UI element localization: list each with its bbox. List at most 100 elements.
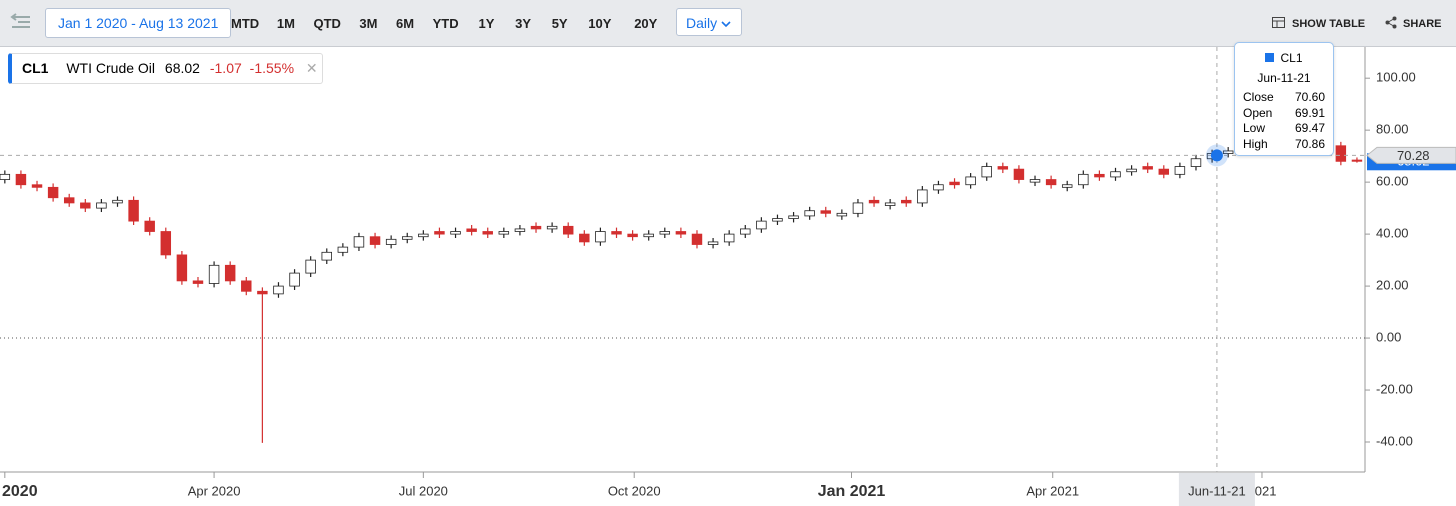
candle-body — [450, 231, 461, 235]
candle-body — [804, 210, 815, 217]
candle-body — [997, 166, 1009, 170]
legend-change-pct: -1.55% — [249, 60, 295, 76]
y-tick-label: -40.00 — [1376, 433, 1413, 448]
candle-body — [466, 228, 477, 232]
candle-body — [1142, 166, 1153, 170]
candle-body — [273, 285, 284, 295]
candle-body — [691, 233, 703, 245]
interval-dropdown[interactable]: Daily — [676, 8, 742, 36]
x-tick-label: Jul 2020 — [399, 483, 448, 498]
tooltip-row-value: 70.60 — [1294, 90, 1325, 104]
x-tick-label: 2020 — [2, 483, 38, 500]
crosshair-date-label: Jun-11-21 — [1188, 483, 1246, 498]
tooltip-row-label: Open — [1243, 105, 1273, 120]
tooltip-row: High 70.86 — [1235, 137, 1333, 153]
range-button[interactable]: 1Y — [478, 16, 495, 31]
range-button[interactable]: QTD — [313, 16, 341, 31]
candle-body — [1222, 150, 1234, 154]
range-button[interactable]: YTD — [432, 16, 459, 31]
candle-body — [369, 236, 381, 245]
candle-body — [884, 202, 896, 206]
candle-body — [514, 228, 526, 232]
tooltip: CL1 Jun-11-21 Close 70.60 Open 69.91 Low 69.4… — [1234, 42, 1334, 156]
candle-body — [176, 254, 188, 282]
range-button[interactable]: 6M — [396, 16, 415, 31]
candle-body — [1335, 145, 1347, 162]
candle-body — [128, 199, 139, 222]
candle-body — [31, 184, 43, 188]
tooltip-swatch — [1265, 53, 1275, 62]
legend-change: -1.07 — [209, 60, 242, 76]
candle-body — [160, 231, 172, 256]
crosshair-price-tag — [1366, 146, 1456, 164]
candle-body — [836, 212, 848, 217]
range-button[interactable]: 1M — [276, 16, 295, 31]
crosshair-price-label: 70.28 — [1397, 148, 1430, 163]
candle-body — [579, 233, 590, 243]
range-button[interactable]: MTD — [231, 16, 260, 31]
date-range-button[interactable]: Jan 1 2020 - Aug 13 2021 — [45, 8, 232, 38]
candle-body — [627, 233, 638, 238]
candle-body — [1126, 168, 1137, 173]
candle-body — [949, 181, 960, 186]
candle-body — [611, 231, 622, 235]
tooltip-row-label: Close — [1243, 90, 1274, 104]
candle-body — [192, 280, 204, 284]
candle-body — [546, 225, 558, 230]
table-icon — [1272, 17, 1285, 28]
candle-body — [1013, 168, 1025, 180]
candle-body — [482, 231, 493, 235]
candle-body — [675, 231, 687, 235]
y-tick-label: 100.00 — [1376, 70, 1416, 85]
candle-body — [208, 264, 220, 284]
range-button[interactable]: 20Y — [634, 16, 658, 31]
candle-body — [643, 233, 654, 238]
tooltip-row-label: Low — [1243, 121, 1266, 135]
back-icon[interactable] — [10, 12, 32, 32]
candle-body — [434, 231, 445, 235]
candle-body — [595, 231, 606, 243]
candle-body — [224, 264, 236, 282]
legend-close[interactable]: ✕ — [305, 60, 318, 76]
candle-body — [418, 233, 429, 238]
legend-price: 68.02 — [164, 60, 200, 76]
x-tick-label: Oct 2020 — [608, 483, 661, 498]
tooltip-row: Close 70.60 — [1235, 90, 1333, 106]
candle-body — [788, 215, 799, 219]
show-table-button[interactable]: SHOW TABLE — [1292, 18, 1366, 30]
candle-body — [402, 236, 413, 240]
tooltip-row: Open 69.91 — [1235, 106, 1333, 122]
candle-body — [530, 225, 542, 230]
candle-body — [1061, 184, 1073, 188]
candle-body — [740, 228, 751, 235]
candle-body — [257, 290, 268, 295]
candle-body — [901, 199, 912, 204]
candle-body — [385, 238, 397, 245]
range-button[interactable]: 5Y — [551, 16, 568, 31]
candle-body — [289, 272, 300, 287]
tooltip-row-value: 69.47 — [1294, 121, 1325, 135]
candle-body — [112, 199, 123, 204]
toolbar: Jan 1 2020 - Aug 13 2021 MTD 1M QTD 3M 6M YTD… — [0, 0, 1456, 47]
candle-body — [47, 186, 59, 199]
candle-body — [1094, 173, 1105, 178]
share-button[interactable]: SHARE — [1403, 18, 1442, 30]
candle-body — [707, 241, 719, 245]
candle-body — [80, 202, 91, 209]
candle-body — [1029, 179, 1041, 183]
tooltip-row-value: 69.91 — [1294, 105, 1325, 120]
candle-body — [917, 189, 928, 204]
tooltip-symbol-row: CL1 — [1235, 51, 1333, 65]
tooltip-row-value: 70.86 — [1294, 136, 1325, 151]
candle-body — [1078, 173, 1089, 186]
x-tick-label: Apr 2021 — [1026, 483, 1079, 498]
y-tick-label: 0.00 — [1376, 329, 1401, 344]
range-button[interactable]: 10Y — [588, 16, 612, 31]
candle-body — [305, 259, 316, 274]
candle-body — [1351, 159, 1363, 162]
candle-body — [241, 280, 252, 292]
candle-body — [868, 199, 880, 204]
range-button[interactable]: 3Y — [515, 16, 531, 31]
range-button[interactable]: 3M — [359, 16, 378, 31]
